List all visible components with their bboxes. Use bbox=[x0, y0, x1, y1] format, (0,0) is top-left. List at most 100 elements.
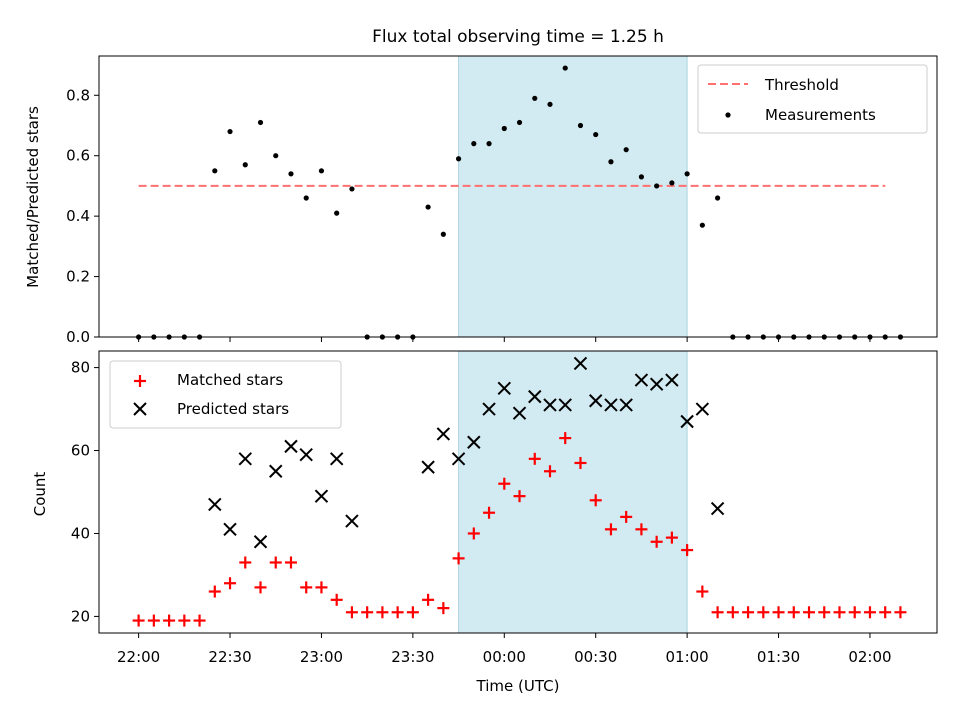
x-tick-label: 00:00 bbox=[483, 648, 526, 666]
matched-point bbox=[178, 614, 191, 627]
predicted-point bbox=[223, 522, 237, 537]
matched-point bbox=[604, 523, 617, 536]
matched-point bbox=[894, 606, 907, 619]
measurement-point bbox=[227, 128, 233, 135]
measurement-points bbox=[136, 65, 904, 340]
matched-point bbox=[513, 490, 526, 503]
measurement-point bbox=[349, 186, 355, 192]
legend-matched-label: Matched stars bbox=[177, 371, 283, 389]
y-tick-label: 20 bbox=[71, 607, 90, 625]
matched-point bbox=[330, 593, 343, 606]
matched-point bbox=[208, 585, 221, 598]
matched-point bbox=[833, 606, 846, 619]
predicted-point bbox=[467, 435, 481, 449]
matched-point bbox=[483, 506, 496, 519]
measurement-point bbox=[714, 195, 721, 201]
matched-point bbox=[574, 456, 587, 469]
bottom-y-ticks: 20 40 60 80 bbox=[71, 359, 99, 625]
matched-point bbox=[863, 606, 876, 619]
measurement-point bbox=[501, 125, 507, 132]
matched-point bbox=[284, 556, 297, 569]
predicted-point bbox=[253, 535, 268, 549]
legend-measurement-label: Measurements bbox=[765, 106, 876, 124]
y-tick-label: 0.8 bbox=[66, 86, 90, 104]
predicted-point bbox=[619, 398, 633, 412]
matched-point bbox=[239, 556, 252, 569]
predicted-point bbox=[436, 427, 451, 441]
measurement-point bbox=[303, 195, 309, 201]
matched-point bbox=[772, 606, 785, 619]
matched-point bbox=[696, 585, 709, 598]
matched-point bbox=[787, 606, 800, 619]
predicted-point bbox=[634, 373, 649, 387]
predicted-point bbox=[588, 394, 603, 408]
measurement-point bbox=[516, 119, 523, 126]
matched-point bbox=[193, 614, 206, 627]
y-tick-label: 40 bbox=[71, 524, 90, 542]
matched-point bbox=[665, 531, 678, 544]
matched-point bbox=[681, 544, 694, 557]
matched-point bbox=[528, 452, 541, 465]
matched-point bbox=[315, 581, 328, 594]
predicted-point bbox=[512, 406, 527, 420]
matched-point bbox=[803, 606, 816, 619]
matched-point bbox=[147, 614, 160, 627]
measurement-point bbox=[455, 156, 462, 162]
predicted-point bbox=[573, 356, 588, 371]
matched-point bbox=[742, 606, 755, 619]
matched-point bbox=[848, 606, 861, 619]
predicted-point bbox=[482, 402, 496, 416]
measurement-point bbox=[257, 119, 264, 126]
measurement-point bbox=[669, 180, 675, 186]
matched-point bbox=[422, 593, 435, 606]
top-x-ticks bbox=[138, 337, 871, 342]
measurement-point bbox=[486, 141, 492, 147]
y-tick-label: 0.2 bbox=[66, 268, 90, 286]
predicted-point bbox=[497, 381, 511, 396]
y-tick-label: 0.0 bbox=[66, 328, 90, 346]
matched-point bbox=[391, 606, 404, 619]
x-tick-label: 22:00 bbox=[117, 648, 160, 666]
top-legend: Threshold Measurements bbox=[697, 64, 928, 134]
matched-point bbox=[498, 477, 511, 490]
bottom-highlight-span bbox=[458, 350, 688, 634]
measurement-point bbox=[654, 183, 660, 189]
measurement-point bbox=[212, 168, 218, 174]
predicted-point bbox=[528, 389, 542, 404]
legend-box bbox=[109, 360, 342, 429]
measurement-point bbox=[638, 174, 645, 180]
x-tick-label: 22:30 bbox=[208, 648, 251, 666]
matched-point bbox=[406, 606, 419, 619]
matched-point bbox=[726, 606, 739, 619]
top-axes-frame bbox=[98, 55, 938, 338]
measurement-point bbox=[471, 141, 477, 147]
predicted-point bbox=[421, 460, 435, 474]
measurement-point bbox=[532, 95, 538, 101]
measurement-point bbox=[684, 171, 690, 177]
legend-predicted-label: Predicted stars bbox=[177, 400, 289, 418]
matched-point bbox=[650, 535, 663, 548]
matched-point bbox=[711, 606, 724, 619]
x-tick-label: 23:30 bbox=[391, 648, 434, 666]
y-tick-label: 0.6 bbox=[66, 147, 90, 165]
matched-point bbox=[300, 581, 313, 594]
measurement-point bbox=[608, 159, 614, 165]
top-y-ticks: 0.0 0.2 0.4 0.6 0.8 bbox=[66, 86, 99, 346]
measurement-point bbox=[547, 101, 553, 107]
measurement-point bbox=[562, 65, 568, 71]
matched-point bbox=[361, 606, 374, 619]
matched-point bbox=[254, 581, 267, 594]
predicted-point bbox=[284, 439, 298, 454]
matched-point bbox=[635, 523, 648, 536]
bottom-x-ticks: 22:00 22:30 23:00 23:30 00:00 00:30 01:00 01:30… bbox=[117, 633, 892, 666]
predicted-point bbox=[329, 452, 344, 466]
matched-point bbox=[269, 556, 282, 569]
x-axis-label: Time (UTC) bbox=[476, 677, 560, 695]
measurement-point bbox=[273, 153, 279, 159]
measurement-point bbox=[577, 122, 584, 129]
bottom-axes-frame bbox=[98, 350, 938, 634]
legend-threshold-label: Threshold bbox=[764, 76, 839, 94]
matched-point bbox=[345, 606, 358, 619]
predicted-point bbox=[649, 377, 664, 391]
